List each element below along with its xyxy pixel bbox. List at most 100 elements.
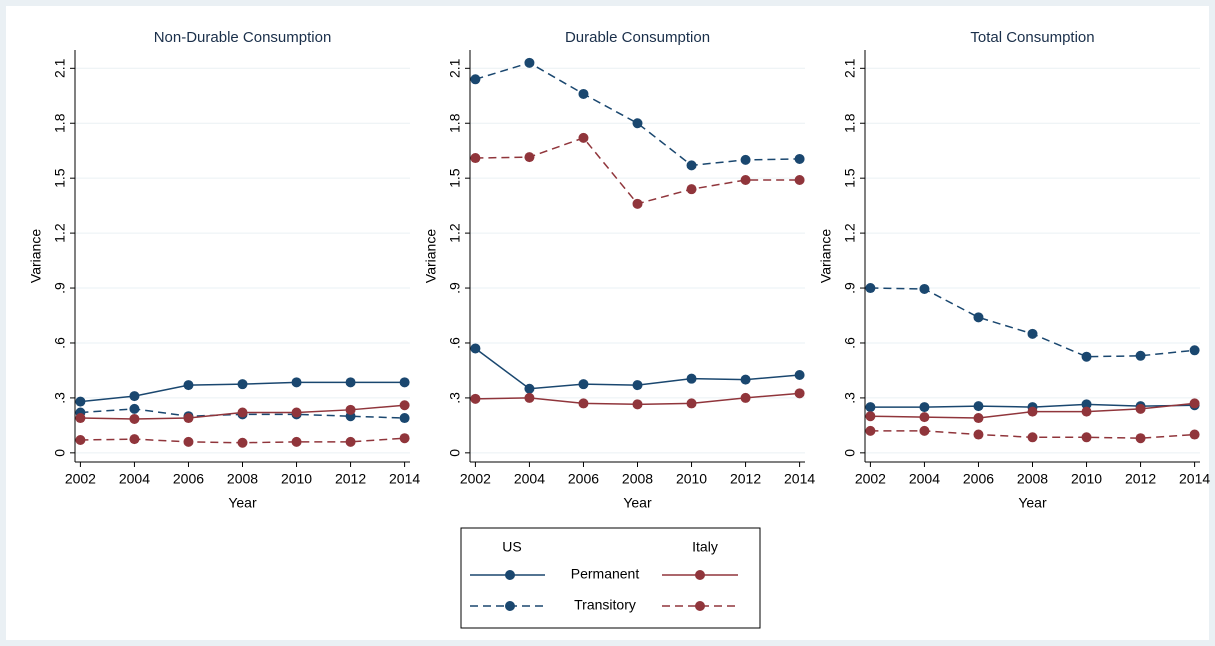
data-point	[794, 153, 805, 164]
x-tick-label: 2010	[1071, 471, 1102, 487]
data-point	[865, 283, 876, 294]
data-point	[399, 433, 410, 444]
data-point	[740, 374, 751, 385]
panel-title: Total Consumption	[970, 29, 1094, 46]
legend-label: Transitory	[574, 597, 636, 613]
data-point	[237, 379, 248, 390]
y-tick-label: .3	[52, 392, 68, 404]
data-point	[794, 370, 805, 381]
legend-header: Italy	[692, 539, 718, 555]
x-tick-label: 2014	[1179, 471, 1210, 487]
x-tick-label: 2006	[173, 471, 204, 487]
data-point	[1189, 398, 1200, 409]
data-point	[1081, 351, 1092, 362]
y-tick-label: 1.8	[447, 113, 463, 133]
y-tick-label: 1.5	[447, 168, 463, 188]
legend-label: Permanent	[571, 566, 640, 582]
data-point	[794, 175, 805, 186]
data-point	[75, 435, 86, 446]
x-tick-label: 2002	[65, 471, 96, 487]
x-tick-label: 2012	[1125, 471, 1156, 487]
x-axis-label: Year	[228, 495, 257, 511]
data-point	[183, 413, 194, 424]
data-point	[470, 74, 481, 85]
data-point	[470, 153, 481, 164]
data-point	[1135, 350, 1146, 361]
x-tick-label: 2012	[335, 471, 366, 487]
y-tick-label: .9	[52, 282, 68, 294]
data-point	[973, 413, 984, 424]
data-point	[183, 436, 194, 447]
data-point	[578, 398, 589, 409]
y-tick-label: .9	[447, 282, 463, 294]
x-axis-label: Year	[1018, 495, 1047, 511]
data-point	[740, 392, 751, 403]
data-point	[291, 407, 302, 418]
x-tick-label: 2006	[568, 471, 599, 487]
y-tick-label: 1.2	[842, 223, 858, 243]
data-point	[919, 425, 930, 436]
x-tick-label: 2014	[389, 471, 420, 487]
data-point	[1027, 406, 1038, 417]
data-point	[973, 429, 984, 440]
data-point	[1189, 429, 1200, 440]
data-point	[686, 184, 697, 195]
data-point	[470, 343, 481, 354]
data-point	[578, 132, 589, 143]
data-point	[973, 401, 984, 412]
data-point	[129, 413, 140, 424]
data-point	[686, 398, 697, 409]
y-tick-label: 1.5	[842, 168, 858, 188]
data-point	[919, 283, 930, 294]
x-tick-label: 2004	[909, 471, 940, 487]
y-tick-label: 1.2	[52, 223, 68, 243]
data-point	[524, 383, 535, 394]
data-point	[399, 413, 410, 424]
y-tick-label: .6	[52, 337, 68, 349]
data-point	[632, 198, 643, 209]
data-point	[524, 57, 535, 68]
y-tick-label: .3	[447, 392, 463, 404]
data-point	[740, 175, 751, 186]
x-tick-label: 2004	[119, 471, 150, 487]
y-tick-label: .9	[842, 282, 858, 294]
y-tick-label: .3	[842, 392, 858, 404]
data-point	[524, 392, 535, 403]
y-tick-label: 0	[842, 449, 858, 457]
x-tick-label: 2008	[227, 471, 258, 487]
y-tick-label: .6	[447, 337, 463, 349]
data-point	[578, 379, 589, 390]
legend-marker	[695, 601, 705, 611]
data-point	[1081, 432, 1092, 443]
data-point	[129, 403, 140, 414]
x-tick-label: 2002	[460, 471, 491, 487]
data-point	[686, 373, 697, 384]
data-point	[399, 400, 410, 411]
data-point	[237, 437, 248, 448]
y-axis-label: Variance	[28, 229, 44, 283]
data-point	[632, 118, 643, 129]
x-tick-label: 2006	[963, 471, 994, 487]
data-point	[1081, 399, 1092, 410]
x-tick-label: 2008	[622, 471, 653, 487]
legend-marker	[695, 570, 705, 580]
y-tick-label: 1.8	[52, 113, 68, 133]
data-point	[237, 407, 248, 418]
data-point	[345, 404, 356, 415]
y-tick-label: 1.8	[842, 113, 858, 133]
y-axis-label: Variance	[818, 229, 834, 283]
x-axis-label: Year	[623, 495, 652, 511]
data-point	[632, 380, 643, 391]
panel-title: Non-Durable Consumption	[154, 29, 332, 46]
data-point	[345, 436, 356, 447]
x-tick-label: 2004	[514, 471, 545, 487]
data-point	[1189, 345, 1200, 356]
data-point	[129, 391, 140, 402]
x-tick-label: 2010	[281, 471, 312, 487]
data-point	[183, 380, 194, 391]
y-tick-label: 1.5	[52, 168, 68, 188]
data-point	[632, 399, 643, 410]
y-tick-label: 1.2	[447, 223, 463, 243]
data-point	[794, 388, 805, 399]
